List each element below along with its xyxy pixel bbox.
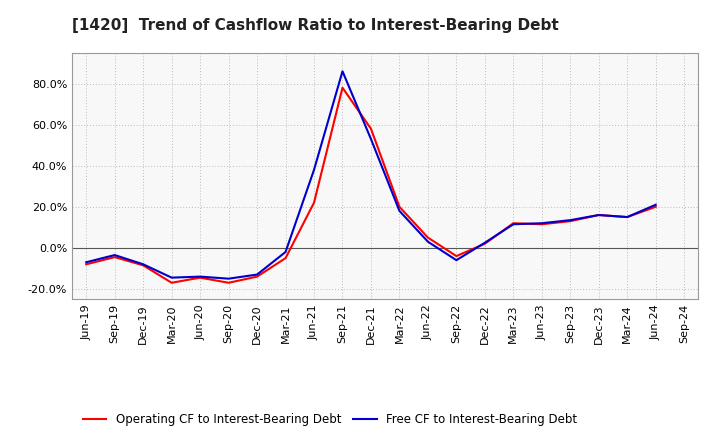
Free CF to Interest-Bearing Debt bbox=[652, 202, 660, 207]
Operating CF to Interest-Bearing Debt bbox=[509, 220, 518, 226]
Operating CF to Interest-Bearing Debt bbox=[452, 253, 461, 259]
Operating CF to Interest-Bearing Debt bbox=[395, 204, 404, 209]
Operating CF to Interest-Bearing Debt bbox=[110, 254, 119, 260]
Free CF to Interest-Bearing Debt bbox=[366, 136, 375, 142]
Free CF to Interest-Bearing Debt bbox=[423, 239, 432, 244]
Free CF to Interest-Bearing Debt bbox=[225, 276, 233, 281]
Operating CF to Interest-Bearing Debt bbox=[139, 263, 148, 268]
Operating CF to Interest-Bearing Debt bbox=[82, 262, 91, 267]
Free CF to Interest-Bearing Debt bbox=[310, 167, 318, 172]
Free CF to Interest-Bearing Debt bbox=[623, 214, 631, 220]
Operating CF to Interest-Bearing Debt bbox=[366, 126, 375, 132]
Free CF to Interest-Bearing Debt bbox=[338, 69, 347, 74]
Operating CF to Interest-Bearing Debt bbox=[595, 213, 603, 218]
Free CF to Interest-Bearing Debt bbox=[452, 257, 461, 263]
Operating CF to Interest-Bearing Debt bbox=[566, 219, 575, 224]
Line: Free CF to Interest-Bearing Debt: Free CF to Interest-Bearing Debt bbox=[86, 71, 656, 279]
Free CF to Interest-Bearing Debt bbox=[110, 253, 119, 258]
Operating CF to Interest-Bearing Debt bbox=[423, 235, 432, 240]
Free CF to Interest-Bearing Debt bbox=[139, 262, 148, 267]
Free CF to Interest-Bearing Debt bbox=[480, 240, 489, 246]
Operating CF to Interest-Bearing Debt bbox=[480, 241, 489, 246]
Free CF to Interest-Bearing Debt bbox=[282, 249, 290, 255]
Operating CF to Interest-Bearing Debt bbox=[338, 85, 347, 90]
Free CF to Interest-Bearing Debt bbox=[509, 222, 518, 227]
Operating CF to Interest-Bearing Debt bbox=[282, 256, 290, 261]
Legend: Operating CF to Interest-Bearing Debt, Free CF to Interest-Bearing Debt: Operating CF to Interest-Bearing Debt, F… bbox=[78, 409, 582, 431]
Line: Operating CF to Interest-Bearing Debt: Operating CF to Interest-Bearing Debt bbox=[86, 88, 656, 283]
Free CF to Interest-Bearing Debt bbox=[196, 274, 204, 279]
Free CF to Interest-Bearing Debt bbox=[566, 217, 575, 223]
Free CF to Interest-Bearing Debt bbox=[82, 260, 91, 265]
Operating CF to Interest-Bearing Debt bbox=[196, 275, 204, 280]
Free CF to Interest-Bearing Debt bbox=[395, 208, 404, 213]
Free CF to Interest-Bearing Debt bbox=[537, 220, 546, 226]
Operating CF to Interest-Bearing Debt bbox=[623, 214, 631, 220]
Operating CF to Interest-Bearing Debt bbox=[225, 280, 233, 286]
Operating CF to Interest-Bearing Debt bbox=[167, 280, 176, 286]
Operating CF to Interest-Bearing Debt bbox=[652, 204, 660, 209]
Operating CF to Interest-Bearing Debt bbox=[537, 222, 546, 227]
Operating CF to Interest-Bearing Debt bbox=[253, 274, 261, 279]
Free CF to Interest-Bearing Debt bbox=[595, 213, 603, 218]
Free CF to Interest-Bearing Debt bbox=[253, 272, 261, 277]
Operating CF to Interest-Bearing Debt bbox=[310, 200, 318, 205]
Text: [1420]  Trend of Cashflow Ratio to Interest-Bearing Debt: [1420] Trend of Cashflow Ratio to Intere… bbox=[72, 18, 559, 33]
Free CF to Interest-Bearing Debt bbox=[167, 275, 176, 280]
